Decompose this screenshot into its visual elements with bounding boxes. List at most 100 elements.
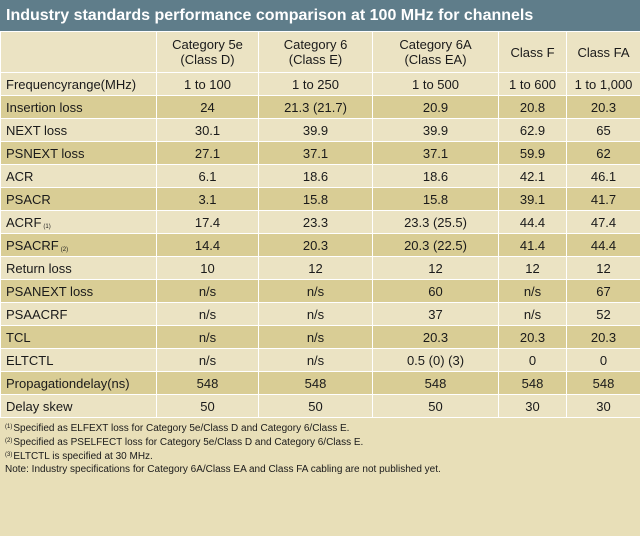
table-row: PSACRF (2) 14.4 20.3 20.3 (22.5) 41.4 44.4 (0, 233, 640, 257)
table-row: TCL n/s n/s 20.3 20.3 20.3 (0, 325, 640, 349)
value-cell: 20.3 (498, 325, 567, 349)
value-cell: 0 (498, 348, 567, 372)
row-label-cell: TCL (0, 325, 157, 349)
value-cell: 30 (566, 394, 640, 418)
value-cell: 50 (156, 394, 259, 418)
value-cell: n/s (258, 348, 373, 372)
row-label-cell: Return loss (0, 256, 157, 280)
value-cell: n/s (498, 279, 567, 303)
row-label-cell: Insertion loss (0, 95, 157, 119)
value-cell: 41.7 (566, 187, 640, 211)
value-cell: 1 to 600 (498, 72, 567, 96)
row-label: PSNEXT loss (6, 145, 85, 161)
table-row: Return loss 10 12 12 12 12 (0, 256, 640, 280)
row-label: Frequencyrange(MHz) (6, 76, 137, 92)
table-row: PSACR 3.1 15.8 15.8 39.1 41.7 (0, 187, 640, 211)
value-cell: 20.3 (258, 233, 373, 257)
value-cell: 44.4 (566, 233, 640, 257)
footnote-line: (1)Specified as ELFEXT loss for Category… (5, 421, 634, 435)
value-cell: n/s (156, 302, 259, 326)
col-header-cat5e: Category 5e (Class D) (156, 31, 259, 73)
footnote-text: Specified as ELFEXT loss for Category 5e… (13, 423, 350, 434)
value-cell: 20.3 (372, 325, 499, 349)
value-cell: 39.1 (498, 187, 567, 211)
row-label: PSACRF (6, 237, 59, 253)
table-row: Delay skew 50 50 50 30 30 (0, 394, 640, 418)
row-label-cell: PSANEXT loss (0, 279, 157, 303)
value-cell: 18.6 (372, 164, 499, 188)
value-cell: 17.4 (156, 210, 259, 234)
table-row: ELTCTL n/s n/s 0.5 (0) (3) 0 0 (0, 348, 640, 372)
row-label: Insertion loss (6, 99, 83, 115)
row-label-cell: Delay skew (0, 394, 157, 418)
value-cell: 20.9 (372, 95, 499, 119)
value-cell: n/s (156, 325, 259, 349)
table-row: Propagationdelay(ns) 548 548 548 548 548 (0, 371, 640, 395)
value-cell: 20.3 (566, 95, 640, 119)
row-label: ACR (6, 168, 34, 184)
value-cell: 1 to 1,000 (566, 72, 640, 96)
row-label-cell: Propagationdelay(ns) (0, 371, 157, 395)
footnotes: (1)Specified as ELFEXT loss for Category… (0, 418, 640, 476)
row-label: ELTCTL (6, 352, 54, 368)
value-cell: 23.3 (25.5) (372, 210, 499, 234)
value-cell: 548 (372, 371, 499, 395)
value-cell: n/s (498, 302, 567, 326)
value-cell: 39.9 (258, 118, 373, 142)
row-label: Return loss (6, 260, 72, 276)
footnote-mark: (3) (5, 452, 13, 458)
value-cell: 41.4 (498, 233, 567, 257)
row-label: Propagationdelay(ns) (6, 375, 130, 391)
value-cell: 37 (372, 302, 499, 326)
table-title: Industry standards performance compariso… (0, 0, 640, 31)
col-header-name: Class FA (577, 44, 630, 60)
header-corner (0, 31, 157, 73)
value-cell: 14.4 (156, 233, 259, 257)
value-cell: 46.1 (566, 164, 640, 188)
table-row: PSAACRF n/s n/s 37 n/s 52 (0, 302, 640, 326)
row-label-cell: PSACR (0, 187, 157, 211)
footnote-text: Specified as PSELFECT loss for Category … (13, 437, 364, 448)
value-cell: 39.9 (372, 118, 499, 142)
value-cell: 12 (372, 256, 499, 280)
footnote-text: Note: Industry specifications for Catego… (5, 464, 441, 475)
value-cell: 62 (566, 141, 640, 165)
value-cell: 60 (372, 279, 499, 303)
col-header-sub: (Class EA) (404, 52, 467, 67)
value-cell: 62.9 (498, 118, 567, 142)
row-label: PSAACRF (6, 306, 68, 322)
row-label-cell: PSNEXT loss (0, 141, 157, 165)
footnote-marker: (1) (43, 223, 51, 230)
col-header-name: Class F (510, 44, 555, 60)
value-cell: 3.1 (156, 187, 259, 211)
value-cell: 548 (156, 371, 259, 395)
row-label-cell: Frequencyrange(MHz) (0, 72, 157, 96)
value-cell: 21.3 (21.7) (258, 95, 373, 119)
table-row: Frequencyrange(MHz) 1 to 100 1 to 250 1 to … (0, 72, 640, 96)
value-cell: 1 to 100 (156, 72, 259, 96)
value-cell: 6.1 (156, 164, 259, 188)
value-cell: 15.8 (372, 187, 499, 211)
value-cell: 0.5 (0) (3) (372, 348, 499, 372)
col-header-sub: (Class E) (288, 52, 343, 67)
row-label: Delay skew (6, 398, 73, 414)
value-cell: 37.1 (258, 141, 373, 165)
footnote-line: (2)Specified as PSELFECT loss for Catego… (5, 435, 634, 449)
footnote-text: ELTCTL is specified at 30 MHz. (13, 451, 153, 462)
value-cell: 12 (498, 256, 567, 280)
value-cell: 30.1 (156, 118, 259, 142)
value-cell: n/s (258, 325, 373, 349)
value-cell: 42.1 (498, 164, 567, 188)
row-label: ACRF (6, 214, 42, 230)
value-cell: 67 (566, 279, 640, 303)
row-label-cell: ELTCTL (0, 348, 157, 372)
value-cell: 59.9 (498, 141, 567, 165)
col-header-name: Category 6A (399, 37, 472, 52)
table-row: ACR 6.1 18.6 18.6 42.1 46.1 (0, 164, 640, 188)
value-cell: 12 (566, 256, 640, 280)
value-cell: 15.8 (258, 187, 373, 211)
value-cell: 50 (372, 394, 499, 418)
value-cell: 23.3 (258, 210, 373, 234)
value-cell: 47.4 (566, 210, 640, 234)
